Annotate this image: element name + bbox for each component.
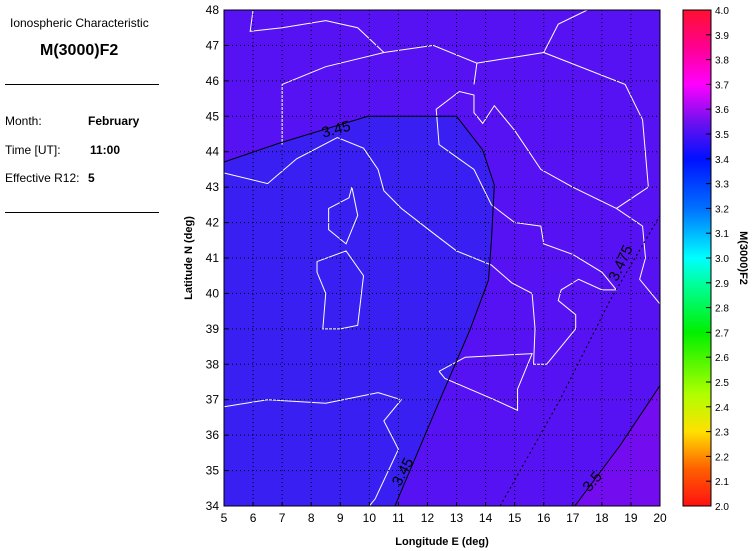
colorbar-tick-label: 2.9 (715, 279, 729, 290)
x-tick-label: 8 (308, 511, 315, 525)
colorbar-tick-label: 3.0 (715, 254, 729, 265)
axis-ticks: 5 6 7 8 9 10 11 12 13 14 15 16 17 18 19 20 34 35 36 37 38 39 4… (206, 3, 667, 525)
time-label: Time [UT]: (5, 143, 61, 157)
colorbar-tick-label: 2.0 (715, 502, 729, 513)
x-tick-label: 18 (595, 511, 609, 525)
panel-heading: Ionospheric Characteristic (10, 16, 149, 30)
x-tick-label: 19 (624, 511, 638, 525)
coastline (249, 10, 385, 53)
colorbar-tick-label: 3.4 (715, 155, 729, 166)
grid (224, 10, 660, 506)
divider (5, 84, 159, 85)
colorbar-tick-label: 3.3 (715, 180, 729, 191)
contour-label: 3.45 (320, 118, 353, 142)
colorbar-tick-label: 2.7 (715, 328, 729, 339)
x-tick-label: 12 (421, 511, 435, 525)
colorbar-tick-label: 2.8 (715, 304, 729, 315)
y-tick-label: 43 (206, 180, 220, 194)
region-above-3.5 (574, 385, 660, 506)
x-axis-label: Longitude E (deg) (395, 536, 489, 548)
r12-value: 5 (88, 171, 95, 185)
colorbar-tick-label: 3.9 (715, 31, 729, 42)
month-value: February (88, 114, 140, 128)
characteristic-title: M(3000)F2 (40, 42, 119, 59)
contour-line-3.45 (224, 115, 495, 506)
y-tick-label: 40 (206, 286, 220, 300)
colorbar-tick-label: 3.6 (715, 105, 729, 116)
colorbar-tick-label: 3.5 (715, 130, 729, 141)
coastlines (224, 10, 660, 506)
y-tick-label: 38 (206, 357, 220, 371)
x-tick-label: 17 (566, 511, 580, 525)
coastline (543, 52, 649, 209)
colorbar-tick-label: 3.2 (715, 204, 729, 215)
x-tick-label: 10 (363, 511, 377, 525)
y-tick-label: 45 (206, 109, 220, 123)
coastline (438, 353, 533, 412)
y-tick-label: 44 (206, 145, 220, 159)
y-tick-label: 36 (206, 428, 220, 442)
x-tick-label: 16 (537, 511, 551, 525)
y-tick-label: 41 (206, 251, 220, 265)
coastline (224, 392, 403, 506)
colorbar-tick-label: 2.2 (715, 452, 729, 463)
x-tick-label: 9 (337, 511, 344, 525)
time-value: 11:00 (90, 143, 121, 157)
contour-line-3.475 (499, 215, 660, 506)
colorbar-tick-label: 3.1 (715, 229, 729, 240)
x-tick-label: 15 (508, 511, 522, 525)
y-tick-label: 47 (206, 38, 220, 52)
y-tick-label: 42 (206, 216, 220, 230)
y-tick-label: 46 (206, 74, 220, 88)
x-tick-label: 13 (450, 511, 464, 525)
y-tick-label: 37 (206, 393, 220, 407)
y-axis-label: Latitude N (deg) (183, 216, 195, 300)
y-tick-label: 34 (206, 499, 220, 513)
x-tick-label: 20 (653, 511, 667, 525)
colorbar-tick-label: 2.5 (715, 378, 729, 389)
y-tick-label: 48 (206, 3, 220, 17)
x-tick-label: 11 (392, 511, 405, 525)
colorbar-tick-label: 3.7 (715, 80, 729, 91)
y-tick-label: 39 (206, 322, 220, 336)
colorbar-tick-label: 3.8 (715, 56, 729, 67)
region-below-3.45 (224, 10, 495, 506)
colorbar-tick-label: 2.4 (715, 403, 729, 414)
colorbar-label: M(3000)F2 (737, 231, 749, 285)
x-tick-label: 7 (279, 511, 286, 525)
coastline (476, 10, 588, 64)
colorbar-tick-label: 2.6 (715, 353, 729, 364)
colorbar-tick-label: 2.1 (715, 477, 729, 488)
r12-label: Effective R12: (5, 171, 80, 185)
coastline (224, 90, 660, 365)
x-tick-label: 14 (479, 511, 493, 525)
y-tick-label: 35 (206, 464, 220, 478)
contour-line-3.5 (574, 385, 660, 506)
month-label: Month: (5, 114, 42, 128)
divider (5, 212, 159, 213)
coastline (328, 187, 359, 245)
colorbar-tick-label: 2.3 (715, 428, 729, 439)
field-regions (224, 10, 660, 506)
x-tick-label: 5 (221, 511, 228, 525)
colorbar-ticks: 2.0 2.1 2.2 2.3 2.4 2.5 2.6 2.7 2.8 2.9 3.0 3.1 3.2 3… (706, 6, 729, 513)
x-tick-label: 6 (250, 511, 257, 525)
colorbar-tick-label: 4.0 (715, 6, 729, 17)
